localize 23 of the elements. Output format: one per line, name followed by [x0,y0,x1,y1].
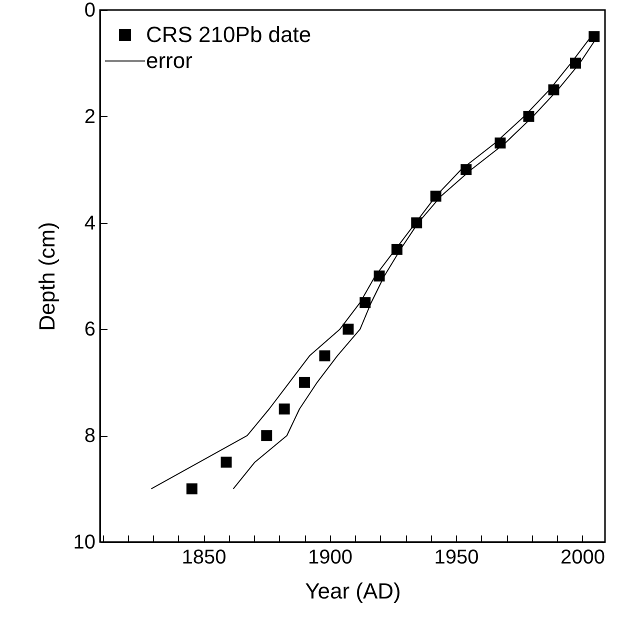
y-tick-label: 6 [84,318,96,341]
y-tick-label: 2 [84,106,96,128]
legend-label: error [146,48,192,73]
point [186,483,198,494]
point [588,31,600,42]
y-axis-title: Depth (cm) [34,222,60,331]
x-tick-label: 2000 [560,546,606,568]
x-tick-label: 1850 [182,546,226,568]
y-tick-label: 4 [84,212,96,234]
x-axis-title: Year (AD) [305,578,401,604]
point [319,350,330,362]
point [360,297,371,308]
y-tick-label: 0 [84,0,96,22]
x-tick-label: 1950 [434,546,479,568]
legend-label: CRS 210Pb date [146,22,312,47]
y-tick-label: 8 [84,425,96,448]
y-tick-label: 10 [73,532,96,554]
point [299,376,310,388]
point [220,456,232,468]
x-tick-label: 1900 [308,546,353,568]
point [261,430,272,442]
point [342,324,354,335]
point [278,404,290,414]
